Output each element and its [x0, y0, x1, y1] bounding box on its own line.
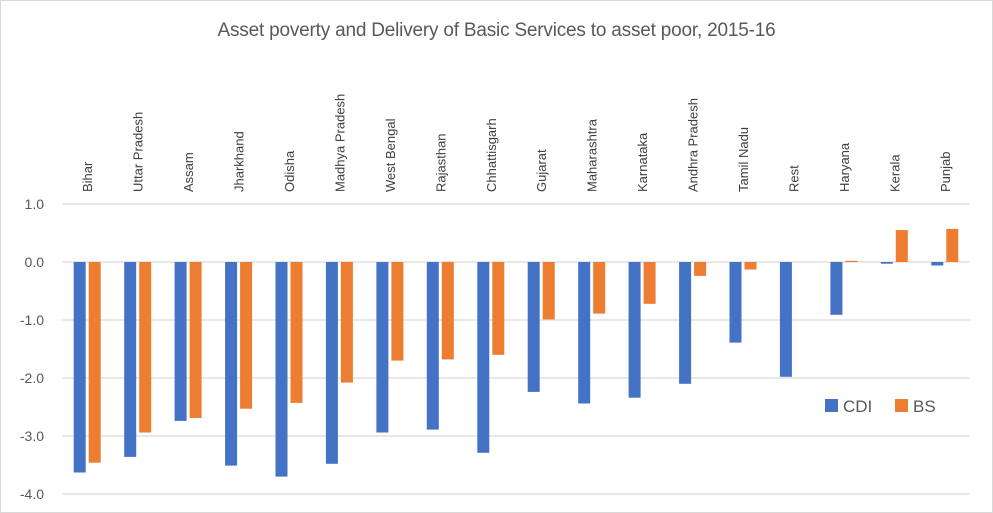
bar-cdi [275, 262, 288, 477]
bar-bs [139, 262, 152, 433]
y-tick-label: -2.0 [20, 370, 44, 386]
legend-swatch-bs [895, 399, 908, 412]
bar-cdi [779, 262, 792, 377]
bar-bs [240, 262, 253, 409]
x-tick-label: Punjab [938, 152, 953, 192]
bar-cdi [426, 262, 439, 430]
y-axis-ticks: 1.0 0.0 -1.0 -2.0 -3.0 -4.0 [20, 196, 44, 502]
x-tick-label: Gujarat [534, 149, 549, 192]
bar-bs [593, 262, 606, 314]
bar-cdi [225, 262, 238, 466]
bar-cdi [477, 262, 490, 453]
bar-bs [441, 262, 454, 360]
bar-cdi [578, 262, 591, 404]
x-tick-label: Chhattisgarh [484, 118, 499, 192]
bar-bs [340, 262, 353, 383]
bar-bs [88, 262, 101, 463]
bar-cdi [124, 262, 137, 457]
bar-bs [391, 262, 404, 361]
bar-bs [744, 262, 757, 270]
bar-cdi [931, 262, 944, 266]
x-tick-label: Madhya Pradesh [332, 94, 347, 192]
gridlines [62, 203, 970, 495]
legend-label-cdi: CDI [843, 397, 872, 416]
bar-cdi [376, 262, 389, 433]
bar-cdi [729, 262, 742, 343]
legend-swatch-cdi [825, 399, 838, 412]
y-tick-label: -3.0 [20, 428, 44, 444]
bar-bs [694, 262, 707, 276]
x-tick-label: Karnataka [635, 132, 650, 192]
x-axis-labels: Bihar Uttar Pradesh Assam Jharkhand Odisha Ma… [80, 94, 953, 192]
bar-bs [290, 262, 303, 403]
bar-cdi [628, 262, 641, 398]
bar-bs [845, 260, 858, 262]
bar-cdi [880, 262, 893, 264]
legend: CDI BS [825, 397, 936, 416]
x-tick-label: Rajasthan [433, 133, 448, 192]
y-tick-label: 0.0 [25, 254, 45, 270]
x-tick-label: West Bengal [383, 118, 398, 192]
bar-bs [946, 228, 959, 262]
bar-bs [542, 262, 555, 320]
y-tick-label: -1.0 [20, 312, 44, 328]
bar-cdi [73, 262, 86, 473]
x-tick-label: Jharkhand [232, 131, 247, 192]
legend-label-bs: BS [913, 397, 936, 416]
x-tick-label: Kerala [887, 154, 902, 192]
bar-cdi [174, 262, 187, 421]
x-tick-label: Andhra Pradesh [686, 98, 701, 192]
x-tick-label: Tamil Nadu [736, 127, 751, 192]
x-tick-label: Uttar Pradesh [131, 112, 146, 192]
bar-cdi [325, 262, 338, 464]
x-tick-label: Rest [786, 165, 801, 192]
bar-cdi [527, 262, 540, 392]
x-tick-label: Haryana [837, 142, 852, 192]
x-tick-label: Bihar [80, 161, 95, 192]
y-tick-label: 1.0 [25, 196, 45, 212]
chart-title: Asset poverty and Delivery of Basic Serv… [217, 20, 776, 41]
bar-bs [895, 230, 908, 262]
bar-bs [492, 262, 505, 355]
bar-bs [189, 262, 202, 418]
y-tick-label: -4.0 [20, 486, 44, 502]
x-tick-label: Maharashtra [585, 118, 600, 192]
bar-cdi [830, 262, 843, 315]
bar-cdi [679, 262, 692, 384]
bar-bs [643, 262, 656, 304]
bars [73, 228, 959, 477]
x-tick-label: Assam [181, 152, 196, 192]
x-tick-label: Odisha [282, 150, 297, 192]
